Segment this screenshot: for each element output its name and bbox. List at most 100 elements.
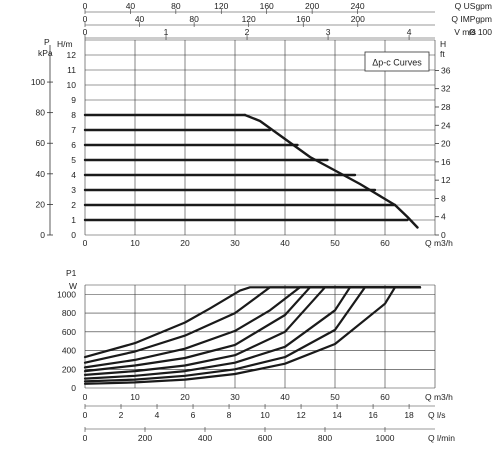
- bottom-axis-tick-label: 6: [191, 410, 196, 420]
- head-y-tick-label: 8: [71, 110, 76, 120]
- ft-tick-label: 8: [441, 193, 446, 203]
- pressure-tick-label: 40: [36, 169, 46, 179]
- bottom-axis-tick-label: 800: [318, 433, 332, 443]
- top-axis-tick-label: 240: [350, 1, 364, 11]
- pressure-tick-label: 80: [36, 108, 46, 118]
- pressure-tick-label: 60: [36, 138, 46, 148]
- bottom-axis-tick-label: 0: [83, 410, 88, 420]
- head-y-axis-label: H/m: [57, 39, 73, 49]
- power-x-tick-label: 50: [330, 392, 340, 402]
- head-y-tick-label: 9: [71, 95, 76, 105]
- pressure-tick-label: 20: [36, 199, 46, 209]
- ft-tick-label: 36: [441, 65, 451, 75]
- bottom-axis-tick-label: 0: [83, 433, 88, 443]
- bottom-axis-tick-label: 400: [198, 433, 212, 443]
- head-y-tick-label: 6: [71, 140, 76, 150]
- head-y-tick-label: 5: [71, 155, 76, 165]
- bottom-axis-tick-label: 2: [119, 410, 124, 420]
- power-series-line: [83, 286, 422, 364]
- top-axis-label: Q USgpm: [455, 1, 492, 11]
- ft-tick-label: 16: [441, 157, 451, 167]
- legend-box: [364, 51, 430, 72]
- top-axis-tick-label: 2: [245, 27, 250, 37]
- head-x-tick-label: 50: [330, 238, 340, 248]
- top-axis-tick-label: 120: [242, 14, 256, 24]
- power-x-axis-label: Q m3/h: [425, 392, 453, 402]
- top-axis-tick-label: 40: [126, 1, 136, 11]
- pressure-axis-label: P: [44, 37, 50, 47]
- head-envelope-curve: [243, 113, 419, 229]
- top-axis-tick-label: 200: [305, 1, 319, 11]
- power-series-line: [83, 286, 422, 369]
- bottom-axis-tick-label: 14: [332, 410, 342, 420]
- head-y-tick-label: 3: [71, 185, 76, 195]
- power-y-tick-label: 400: [62, 346, 76, 356]
- bottom-axis-tick-label: 16: [368, 410, 378, 420]
- bottom-axis-tick-label: 8: [227, 410, 232, 420]
- bottom-axis-tick-label: 200: [138, 433, 152, 443]
- power-x-tick-label: 40: [280, 392, 290, 402]
- bottom-axis-tick-label: 12: [296, 410, 306, 420]
- bottom-axis-tick-label: 1000: [376, 433, 395, 443]
- ft-tick-label: 4: [441, 212, 446, 222]
- top-axis-tick-label: 160: [260, 1, 274, 11]
- head-y-tick-label: 11: [67, 65, 76, 75]
- head-y-tick-label: 4: [71, 170, 76, 180]
- power-series-line: [83, 286, 422, 380]
- legend-text: Δp-c Curves: [372, 58, 422, 68]
- top-axis-prefix: Ø 100: [469, 27, 492, 37]
- ft-tick-label: 12: [441, 175, 451, 185]
- power-x-tick-label: 20: [180, 392, 190, 402]
- top-axis-tick-label: 0: [83, 1, 88, 11]
- ft-axis-label: H: [440, 39, 446, 49]
- ft-tick-label: 32: [441, 84, 451, 94]
- head-y-tick-label: 7: [71, 125, 76, 135]
- power-x-tick-label: 10: [130, 392, 140, 402]
- head-y-tick-label: 2: [71, 200, 76, 210]
- top-axis-tick-label: 80: [171, 1, 181, 11]
- ft-tick-label: 28: [441, 102, 451, 112]
- head-y-tick-label: 10: [67, 80, 77, 90]
- power-y-tick-label: 800: [62, 308, 76, 318]
- ft-tick-label: 0: [441, 230, 446, 240]
- power-y-tick-label: 1000: [57, 289, 76, 299]
- top-axis-tick-label: 0: [83, 14, 88, 24]
- bottom-axis-tick-label: 18: [404, 410, 414, 420]
- head-x-tick-label: 30: [230, 238, 240, 248]
- head-y-tick-label: 12: [67, 50, 77, 60]
- power-series-line: [83, 286, 422, 385]
- power-x-tick-label: 60: [380, 392, 390, 402]
- head-x-tick-label: 40: [280, 238, 290, 248]
- bottom-axis-tick-label: 600: [258, 433, 272, 443]
- top-axis-label: V m/s: [454, 27, 476, 37]
- bottom-axis-label: Q l/min: [428, 433, 455, 443]
- power-series-line: [83, 286, 422, 383]
- top-axis-tick-label: 40: [135, 14, 145, 24]
- head-x-tick-label: 0: [83, 238, 88, 248]
- top-axis-tick-label: 4: [407, 27, 412, 37]
- top-axis-tick-label: 0: [83, 27, 88, 37]
- power-title-label: P1: [66, 268, 77, 278]
- bottom-axis-label: Q l/s: [428, 410, 445, 420]
- power-series-line: [83, 286, 422, 359]
- pressure-tick-label: 0: [40, 230, 45, 240]
- top-axis-tick-label: 160: [296, 14, 310, 24]
- head-x-axis-label: Q m3/h: [425, 238, 453, 248]
- power-y-axis-label: W: [69, 281, 77, 291]
- top-axis-label: Q IMPgpm: [451, 14, 492, 24]
- head-y-tick-label: 0: [71, 230, 76, 240]
- pressure-axis-unit: kPa: [38, 48, 53, 58]
- top-axis-tick-label: 120: [214, 1, 228, 11]
- head-x-tick-label: 20: [180, 238, 190, 248]
- power-x-tick-label: 0: [83, 392, 88, 402]
- top-axis-tick-label: 3: [326, 27, 331, 37]
- top-axis-tick-label: 80: [189, 14, 199, 24]
- power-y-tick-label: 0: [71, 383, 76, 393]
- pressure-tick-label: 100: [31, 77, 45, 87]
- head-x-tick-label: 10: [130, 238, 140, 248]
- top-axis-tick-label: 1: [164, 27, 169, 37]
- ft-tick-label: 24: [441, 120, 451, 130]
- power-x-tick-label: 30: [230, 392, 240, 402]
